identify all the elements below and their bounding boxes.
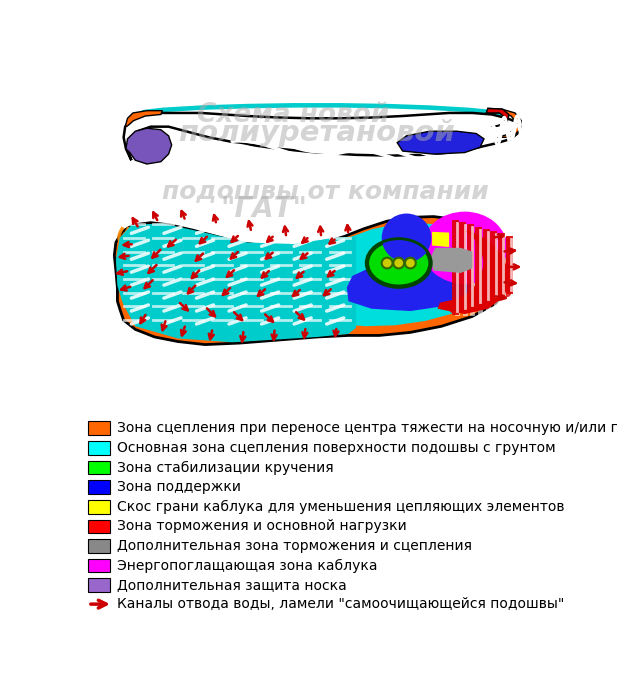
Bar: [88, 480, 110, 494]
Text: Дополнительная защита носка: Дополнительная защита носка: [117, 578, 347, 592]
Bar: [88, 539, 110, 553]
Polygon shape: [125, 111, 162, 127]
Bar: [88, 578, 110, 592]
Bar: [88, 559, 110, 573]
Text: "ГАТ": "ГАТ": [220, 195, 307, 223]
Text: Зона торможения и основной нагрузки: Зона торможения и основной нагрузки: [117, 519, 407, 533]
Polygon shape: [430, 248, 473, 273]
Bar: [88, 500, 110, 514]
Bar: [88, 421, 110, 435]
Polygon shape: [131, 223, 492, 334]
Polygon shape: [432, 232, 449, 247]
Polygon shape: [397, 131, 484, 154]
Text: Энергопоглащающая зона каблука: Энергопоглащающая зона каблука: [117, 559, 378, 573]
Text: полиуретановой: полиуретановой: [178, 119, 455, 147]
Text: Основная зона сцепления поверхности подошвы с грунтом: Основная зона сцепления поверхности подо…: [117, 441, 556, 455]
Text: Дополнительная зона торможения и сцепления: Дополнительная зона торможения и сцеплен…: [117, 539, 473, 553]
Polygon shape: [347, 263, 473, 311]
Polygon shape: [114, 216, 510, 344]
Bar: [88, 519, 110, 533]
Text: Зона поддержки: Зона поддержки: [117, 480, 241, 494]
Polygon shape: [486, 108, 521, 137]
Text: Каналы отвода воды, ламели "самоочищающейся подошвы": Каналы отвода воды, ламели "самоочищающе…: [117, 597, 565, 611]
Polygon shape: [123, 113, 519, 160]
Circle shape: [382, 258, 392, 268]
Polygon shape: [126, 128, 172, 164]
Text: Скос грани каблука для уменьшения цепляющих элементов: Скос грани каблука для уменьшения цепляю…: [117, 500, 565, 514]
Text: Зона сцепления при переносе центра тяжести на носочную и/или пяточную часть: Зона сцепления при переносе центра тяжес…: [117, 421, 617, 435]
Text: Схема новой: Схема новой: [197, 102, 389, 128]
Polygon shape: [139, 103, 507, 117]
Ellipse shape: [368, 240, 430, 286]
Polygon shape: [116, 223, 356, 342]
Polygon shape: [437, 229, 510, 314]
Ellipse shape: [422, 211, 507, 284]
Polygon shape: [486, 108, 509, 127]
Bar: [88, 441, 110, 455]
Text: подошвы от компании: подошвы от компании: [162, 179, 489, 203]
Circle shape: [393, 258, 404, 268]
Circle shape: [405, 258, 416, 268]
Text: Зона стабилизации кручения: Зона стабилизации кручения: [117, 461, 334, 475]
Circle shape: [382, 214, 431, 262]
Bar: [88, 461, 110, 475]
